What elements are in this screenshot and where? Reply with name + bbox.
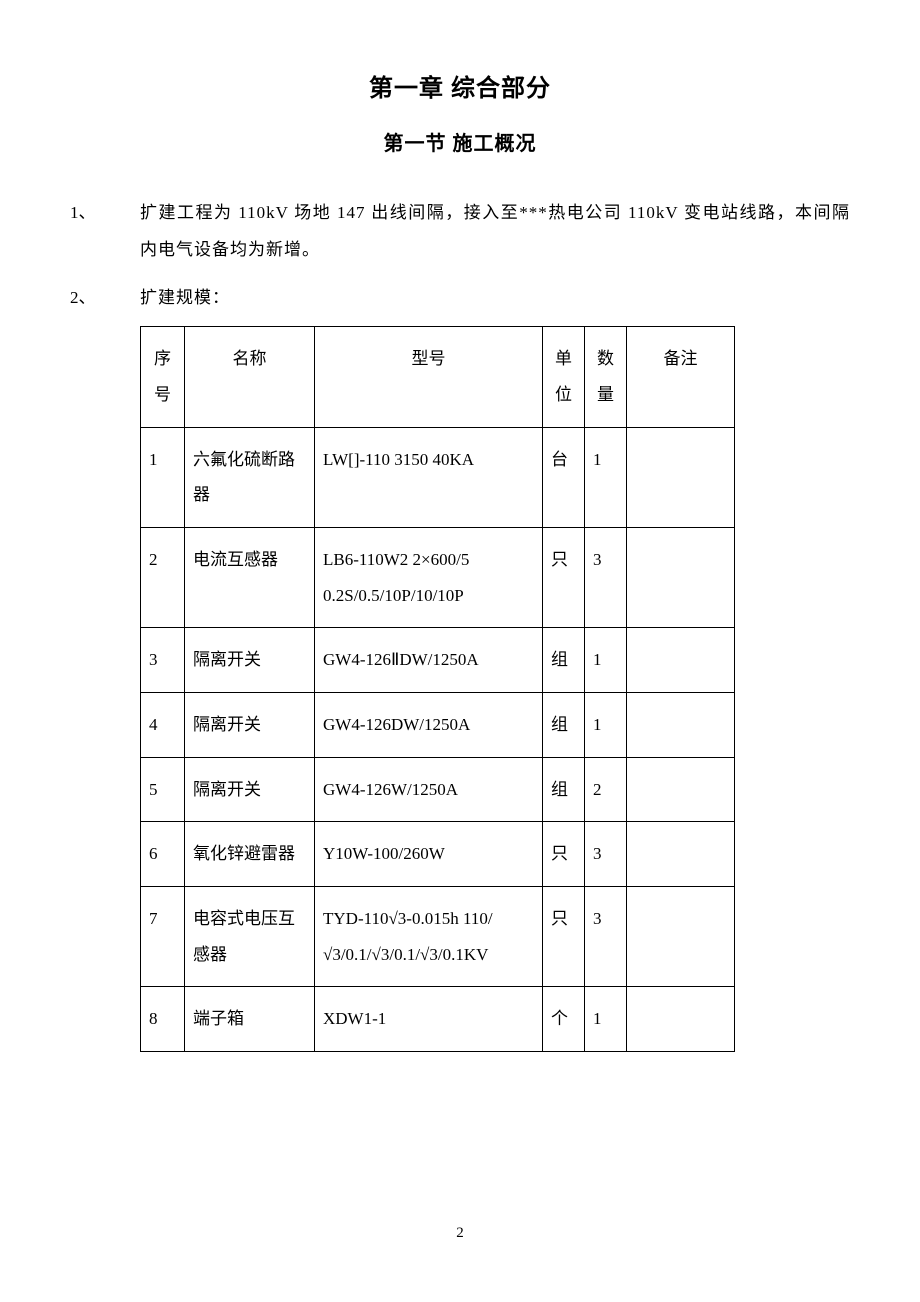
cell-qty: 1 [585,628,627,693]
cell-note [627,757,735,822]
cell-model: TYD-110√3-0.015h 110/√3/0.1/√3/0.1/√3/0.… [315,887,543,987]
cell-qty: 3 [585,887,627,987]
chapter-title: 第一章 综合部分 [70,68,850,103]
cell-name: 隔离开关 [185,628,315,693]
cell-unit: 组 [543,628,585,693]
header-qty: 数量 [585,327,627,427]
cell-unit: 只 [543,822,585,887]
cell-seq: 5 [141,757,185,822]
cell-note [627,527,735,627]
list-item-2: 2、 扩建规模： [70,279,850,316]
list-number-2: 2、 [70,279,140,316]
table-row: 8 端子箱 XDW1-1 个 1 [141,987,735,1052]
header-model: 型号 [315,327,543,427]
cell-name: 隔离开关 [185,692,315,757]
equipment-table: 序号 名称 型号 单位 数量 备注 1 六氟化硫断路器 LW[]-110 315… [140,326,735,1052]
cell-seq: 8 [141,987,185,1052]
cell-model: GW4-126DW/1250A [315,692,543,757]
cell-name: 六氟化硫断路器 [185,427,315,527]
page-number: 2 [0,1225,920,1242]
cell-unit: 组 [543,692,585,757]
cell-note [627,822,735,887]
cell-unit: 台 [543,427,585,527]
cell-seq: 4 [141,692,185,757]
cell-unit: 只 [543,887,585,987]
cell-qty: 2 [585,757,627,822]
table-row: 3 隔离开关 GW4-126ⅡDW/1250A 组 1 [141,628,735,693]
cell-qty: 1 [585,692,627,757]
table-header-row: 序号 名称 型号 单位 数量 备注 [141,327,735,427]
cell-model: LW[]-110 3150 40KA [315,427,543,527]
list-content-2: 扩建规模： [140,279,850,316]
cell-model: GW4-126ⅡDW/1250A [315,628,543,693]
cell-unit: 个 [543,987,585,1052]
section-title: 第一节 施工概况 [70,127,850,156]
cell-seq: 1 [141,427,185,527]
cell-model: LB6-110W2 2×600/5 0.2S/0.5/10P/10/10P [315,527,543,627]
cell-note [627,987,735,1052]
list-number-1: 1、 [70,194,140,269]
header-seq: 序号 [141,327,185,427]
cell-unit: 组 [543,757,585,822]
cell-name: 电容式电压互感器 [185,887,315,987]
cell-note [627,427,735,527]
cell-qty: 3 [585,527,627,627]
cell-qty: 1 [585,987,627,1052]
cell-name: 氧化锌避雷器 [185,822,315,887]
cell-model: GW4-126W/1250A [315,757,543,822]
header-note: 备注 [627,327,735,427]
cell-note [627,628,735,693]
cell-model: Y10W-100/260W [315,822,543,887]
table-row: 4 隔离开关 GW4-126DW/1250A 组 1 [141,692,735,757]
cell-note [627,692,735,757]
cell-seq: 3 [141,628,185,693]
cell-name: 端子箱 [185,987,315,1052]
table-row: 7 电容式电压互感器 TYD-110√3-0.015h 110/√3/0.1/√… [141,887,735,987]
cell-name: 电流互感器 [185,527,315,627]
header-name: 名称 [185,327,315,427]
list-content-1: 扩建工程为 110kV 场地 147 出线间隔，接入至***热电公司 110kV… [140,194,850,269]
cell-name: 隔离开关 [185,757,315,822]
list-item-1: 1、 扩建工程为 110kV 场地 147 出线间隔，接入至***热电公司 11… [70,194,850,269]
cell-seq: 2 [141,527,185,627]
table-row: 6 氧化锌避雷器 Y10W-100/260W 只 3 [141,822,735,887]
cell-unit: 只 [543,527,585,627]
cell-qty: 3 [585,822,627,887]
cell-note [627,887,735,987]
cell-qty: 1 [585,427,627,527]
header-unit: 单位 [543,327,585,427]
table-row: 2 电流互感器 LB6-110W2 2×600/5 0.2S/0.5/10P/1… [141,527,735,627]
cell-seq: 6 [141,822,185,887]
table-row: 5 隔离开关 GW4-126W/1250A 组 2 [141,757,735,822]
cell-model: XDW1-1 [315,987,543,1052]
table-row: 1 六氟化硫断路器 LW[]-110 3150 40KA 台 1 [141,427,735,527]
cell-seq: 7 [141,887,185,987]
